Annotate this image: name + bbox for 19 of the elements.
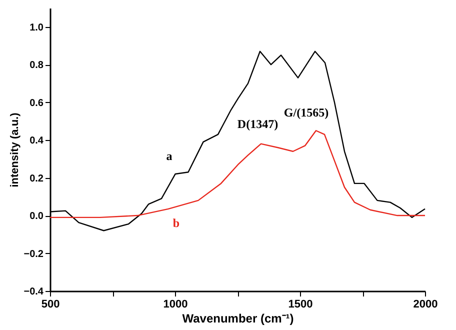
annotation: G/(1565) <box>284 106 329 120</box>
y-tick-label: 1.0 <box>30 22 44 34</box>
annotation: D(1347) <box>237 116 278 131</box>
y-tick-label: −0.2 <box>24 248 44 260</box>
x-tick-label: 1000 <box>163 298 188 310</box>
x-tick-label: 2000 <box>413 298 438 310</box>
y-tick-label: 0.0 <box>30 211 44 222</box>
y-tick-label: 0.2 <box>30 173 44 184</box>
y-tick-label: 0.6 <box>30 98 44 109</box>
annotation: a <box>166 149 172 164</box>
x-tick-label: 500 <box>41 298 60 310</box>
annotation: b <box>172 216 180 230</box>
x-axis-title: Wavenumber (cm⁻¹) <box>182 312 294 326</box>
y-tick-label: 0.8 <box>30 60 44 72</box>
y-axis-title: intensity (a.u.) <box>8 112 21 188</box>
line-series <box>49 130 426 218</box>
y-tick-label: −0.4 <box>24 286 44 298</box>
x-tick-label: 1500 <box>288 298 313 310</box>
y-tick-label: 0.4 <box>30 136 44 147</box>
